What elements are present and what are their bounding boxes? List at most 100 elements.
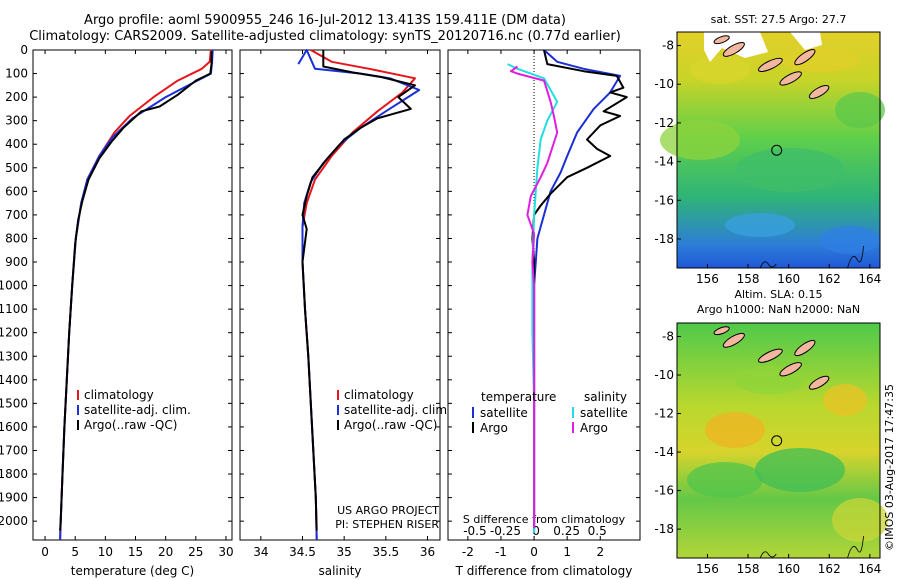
sst-map-island — [808, 84, 830, 99]
depth-tick-label: 400 — [5, 137, 28, 151]
depth-tick-label: 1100 — [0, 302, 28, 316]
sst-map-island — [713, 35, 730, 45]
sst-map-field-patch — [820, 226, 880, 254]
depth-tick-label: 2000 — [0, 514, 28, 528]
sla-map-field-patch — [687, 462, 763, 498]
legend-salinity-title: salinity — [584, 390, 627, 404]
salinity-xtick-label: 35 — [337, 545, 352, 559]
sst-map-argo-marker — [771, 144, 783, 156]
project-annotation: PI: STEPHEN RISER — [335, 518, 439, 531]
depth-tick-label: 100 — [5, 67, 28, 81]
sst-map-coast-contour — [759, 261, 777, 269]
difference-panel: -2 -1 0 1 2 T difference from climatology -0.5… — [447, 49, 641, 578]
depth-tick-label: 1200 — [0, 326, 28, 340]
sla-map-lon-label: 164 — [858, 562, 881, 576]
sla-map-island — [779, 362, 802, 377]
sst-map-field-patch — [780, 48, 860, 72]
temperature-xlabel: temperature (deg C) — [71, 564, 194, 578]
sla-map-argo-marker — [771, 435, 783, 447]
difference-series-temperature-argo — [531, 49, 628, 529]
temperature-xtick-label: 25 — [188, 545, 203, 559]
sst-map-lon-label: 158 — [737, 272, 760, 286]
depth-tick-label: 1700 — [0, 443, 28, 457]
depth-tick-label: 1900 — [0, 491, 28, 505]
difference-legend-label: satellite — [580, 406, 628, 420]
salinity-legend-label: climatology — [344, 388, 414, 402]
depth-tick-label: 700 — [5, 208, 28, 222]
difference-xtick-label: -2 — [462, 545, 474, 559]
salinity-xtick-label: 34 — [253, 545, 268, 559]
sst-map-island — [722, 41, 745, 57]
sla-map-lat-label: -12 — [654, 407, 674, 421]
salinity-xlabel: salinity — [318, 564, 361, 578]
sla-map-lon-label: 160 — [777, 562, 800, 576]
difference-xtick-label: 2 — [596, 545, 604, 559]
sla-map-lat-label: -16 — [654, 484, 674, 498]
sst-map-lon-label: 160 — [777, 272, 800, 286]
temperature-xtick-label: 30 — [218, 545, 233, 559]
temperature-legend-label: climatology — [84, 388, 154, 402]
sla-map: 156 158 160 162 164 -8 -10 -12 -14 -16 -18 Altim. S… — [654, 288, 888, 576]
sla-map-lat-label: -18 — [654, 522, 674, 536]
sla-map-lat-label: -14 — [654, 445, 674, 459]
sla-map-frame — [676, 322, 881, 559]
salinity-axes-frame — [239, 49, 441, 541]
sla-map-lat-label: -8 — [662, 329, 674, 343]
sst-map-lat-label: -12 — [654, 116, 674, 130]
temperature-xtick-label: 10 — [98, 545, 113, 559]
difference-legend-label: Argo — [580, 421, 608, 435]
figure-title-line2: Climatology: CARS2009. Satellite-adjuste… — [29, 29, 621, 44]
difference-legend-label: Argo — [480, 421, 508, 435]
temperature-axes-frame — [32, 49, 233, 541]
depth-tick-label: 500 — [5, 161, 28, 175]
difference-series-salinity-argo — [509, 65, 559, 529]
sst-missing-data-patch — [790, 32, 822, 50]
legend-temperature-title: temperature — [481, 390, 556, 404]
temperature-xtick-label: 5 — [71, 545, 79, 559]
difference-xtick-label: -1 — [495, 545, 507, 559]
sst-map-island — [794, 49, 816, 66]
temperature-legend-label: Argo(..raw -QC) — [84, 418, 177, 432]
salinity-xtick-label: 35.5 — [372, 545, 399, 559]
depth-tick-label: 1800 — [0, 467, 28, 481]
depth-tick-label: 300 — [5, 114, 28, 128]
difference-series-temperature-satellite — [533, 49, 622, 533]
salinity-xtick-label: 34.5 — [289, 545, 316, 559]
sla-map-lat-label: -10 — [654, 368, 674, 382]
difference-axes-frame — [447, 49, 641, 541]
depth-tick-label: 800 — [5, 231, 28, 245]
sst-map-frame — [676, 31, 881, 269]
sla-map-coast-contour — [847, 535, 864, 559]
depth-tick-label: 1000 — [0, 279, 28, 293]
sla-map-field-patch — [705, 412, 765, 448]
sla-map-island — [722, 332, 745, 348]
sla-map-title: Altim. SLA: 0.15 — [734, 288, 822, 301]
salinity-panel: 34 34.5 35 35.5 36 salinity climatologysatelli… — [239, 49, 451, 578]
sst-map-lat-label: -8 — [662, 39, 674, 53]
difference-xlabel: T difference from climatology — [455, 564, 633, 578]
sdiff-tick-label: 0 — [532, 524, 540, 538]
sla-map-field-patch — [823, 384, 867, 416]
sst-map-lat-label: -18 — [654, 232, 674, 246]
sdiff-tick-label: 0.5 — [588, 524, 607, 538]
sst-map-island — [757, 57, 783, 72]
depth-tick-label: 1300 — [0, 349, 28, 363]
temperature-panel: 0 5 10 15 20 25 30 temperature (deg C) 0 100 200 30… — [0, 43, 234, 578]
salinity-legend-label: Argo(..raw -QC) — [344, 418, 437, 432]
difference-legend-label: satellite — [480, 406, 528, 420]
sla-map-lon-label: 158 — [737, 562, 760, 576]
sdiff-tick-label: -0.25 — [490, 524, 521, 538]
depth-tick-label: 900 — [5, 255, 28, 269]
sst-map-coast-contour — [847, 245, 864, 269]
sla-map-field-patch — [832, 498, 888, 542]
sst-map-lon-label: 156 — [696, 272, 719, 286]
sla-map-field-patch — [755, 448, 845, 492]
difference-xtick-label: 0 — [530, 545, 538, 559]
temperature-legend-label: satellite-adj. clim. — [84, 403, 191, 417]
sdiff-tick-label: -0.5 — [463, 524, 486, 538]
difference-series-salinity-satellite — [507, 63, 559, 533]
depth-tick-label: 600 — [5, 184, 28, 198]
timestamp-stamp: ©IMOS 03-Aug-2017 17:47:35 — [883, 384, 896, 551]
temperature-xtick-label: 20 — [158, 545, 173, 559]
